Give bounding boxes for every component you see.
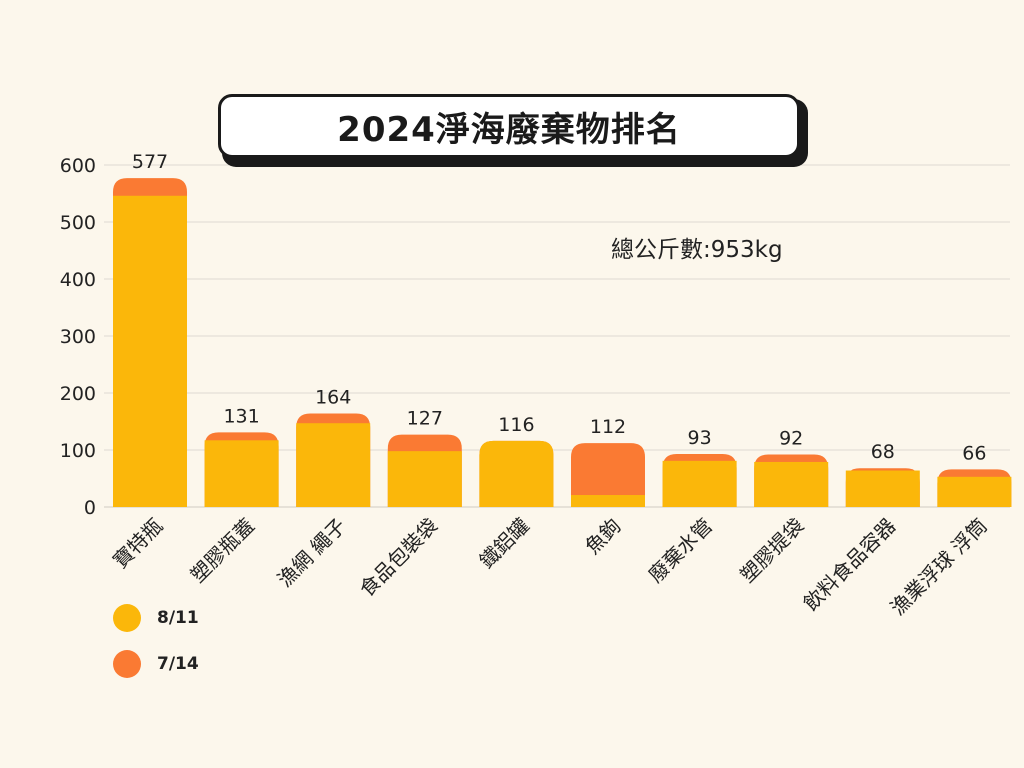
bar-segment-8-11 <box>204 440 279 507</box>
x-category-label: 食品包裝袋 <box>355 514 443 602</box>
legend-label-series-2: 7/14 <box>157 654 199 674</box>
bar-value-label: 68 <box>871 441 895 463</box>
y-tick-label: 400 <box>60 269 96 291</box>
bar-value-label: 116 <box>498 414 534 436</box>
chart-title: 2024淨海廢棄物排名 <box>337 109 681 150</box>
y-tick-label: 0 <box>84 497 96 519</box>
title-box: 2024淨海廢棄物排名 <box>218 94 800 158</box>
bar-segment-8-11 <box>754 461 829 507</box>
y-tick-label: 300 <box>60 326 96 348</box>
bar-segment-8-11 <box>113 195 187 507</box>
bar-value-label: 66 <box>962 442 986 464</box>
total-weight-label: 總公斤數:953kg <box>611 237 783 263</box>
bar-segment-8-11 <box>479 440 554 507</box>
x-category-label: 飲料食品容器 <box>799 514 901 616</box>
bar-segment-8-11 <box>662 460 737 507</box>
y-tick-label: 500 <box>60 212 96 234</box>
y-tick-label: 200 <box>60 383 96 405</box>
bar-value-label: 92 <box>779 428 803 450</box>
legend-swatch-series-1 <box>113 604 141 632</box>
x-category-label: 魚鉤 <box>580 514 625 559</box>
y-tick-label: 100 <box>60 440 96 462</box>
x-category-label: 塑膠瓶蓋 <box>186 514 260 588</box>
y-tick-label: 600 <box>60 155 96 177</box>
bar-value-label: 577 <box>132 151 168 173</box>
bar-segment-8-11 <box>387 451 462 507</box>
legend-label-series-1: 8/11 <box>157 608 199 628</box>
bar-segment-7-14 <box>571 443 645 507</box>
bar-value-label: 131 <box>223 405 259 427</box>
x-category-label: 鐵鋁罐 <box>475 514 534 573</box>
x-category-label: 漁網 繩子 <box>273 514 351 592</box>
x-category-label: 廢棄水管 <box>644 514 718 588</box>
bar-segment-8-11 <box>845 470 920 507</box>
bar-value-label: 127 <box>407 408 443 430</box>
bar-segment-8-11 <box>937 476 1012 507</box>
legend-item-series-1: 8/11 <box>113 604 199 632</box>
legend-swatch-series-2 <box>113 650 141 678</box>
legend-item-series-2: 7/14 <box>113 650 199 678</box>
bar-segment-8-11 <box>571 495 645 507</box>
x-category-label: 漁業浮球 浮筒 <box>886 514 992 620</box>
bar-value-label: 164 <box>315 387 351 409</box>
bar-value-label: 93 <box>688 427 712 449</box>
x-category-label: 塑膠提袋 <box>735 514 809 588</box>
bar-value-label: 112 <box>590 416 626 438</box>
bar-segment-8-11 <box>296 423 371 507</box>
x-category-label: 寶特瓶 <box>108 514 167 573</box>
